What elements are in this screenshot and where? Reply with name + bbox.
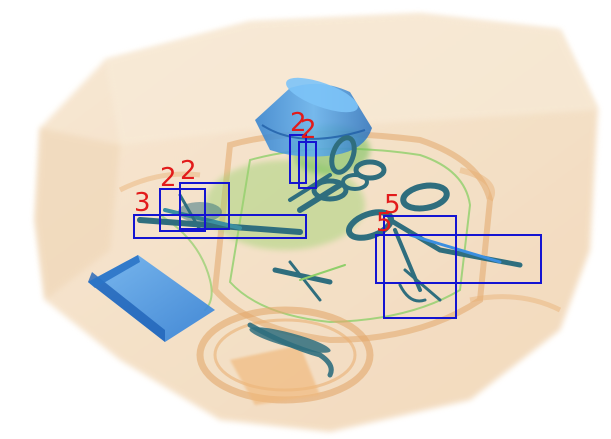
detection-box-2b: [298, 141, 317, 189]
detection-label-2c: 2: [160, 163, 177, 193]
metal-tool-left: [137, 193, 303, 235]
metal-scissors: [288, 135, 387, 213]
blue-block: [88, 255, 215, 342]
detection-label-5a: 5: [384, 190, 401, 220]
detection-box-2d: [179, 182, 230, 230]
orange-texture: [118, 167, 562, 313]
detection-label-2d: 2: [180, 156, 197, 186]
detection-label-2b: 2: [300, 115, 317, 145]
metal-scissors-right: [345, 182, 523, 303]
detection-box-3: [133, 214, 307, 239]
detection-box-5b: [383, 215, 457, 319]
metal-tool-mid: [272, 260, 346, 302]
detection-box-5a: [375, 234, 542, 284]
detection-label-3: 3: [134, 188, 151, 218]
detection-label-2a: 2: [290, 108, 307, 138]
detection-box-2c: [159, 188, 206, 232]
lower-pouch: [196, 306, 374, 405]
detection-label-5b: 5: [376, 208, 393, 238]
